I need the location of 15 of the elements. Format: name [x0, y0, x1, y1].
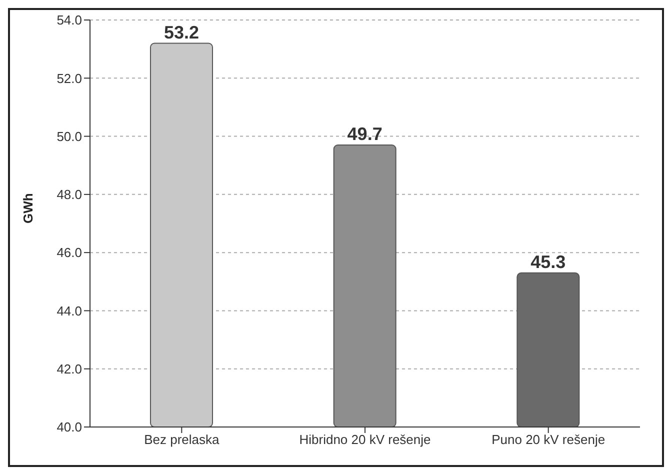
y-tick-label: 46.0 — [56, 245, 82, 260]
data-label: 49.7 — [347, 124, 382, 144]
y-axis-title: GWh — [20, 193, 36, 224]
y-tick-label: 54.0 — [56, 12, 82, 28]
y-tick-label: 44.0 — [56, 303, 82, 318]
x-tick-label: Hibridno 20 kV rešenje — [299, 432, 431, 448]
y-tick-label: 52.0 — [56, 70, 82, 86]
data-label: 45.3 — [530, 252, 566, 272]
x-tick-label: Bez prelaska — [144, 432, 220, 448]
y-tick-label: 42.0 — [56, 361, 82, 376]
x-tick-label: Puno 20 kV rešenje — [492, 432, 606, 448]
data-label: 53.2 — [164, 22, 200, 42]
y-tick-label: 50.0 — [56, 128, 82, 144]
y-tick-label: 40.0 — [56, 420, 82, 435]
y-tick-label: 48.0 — [56, 187, 82, 202]
